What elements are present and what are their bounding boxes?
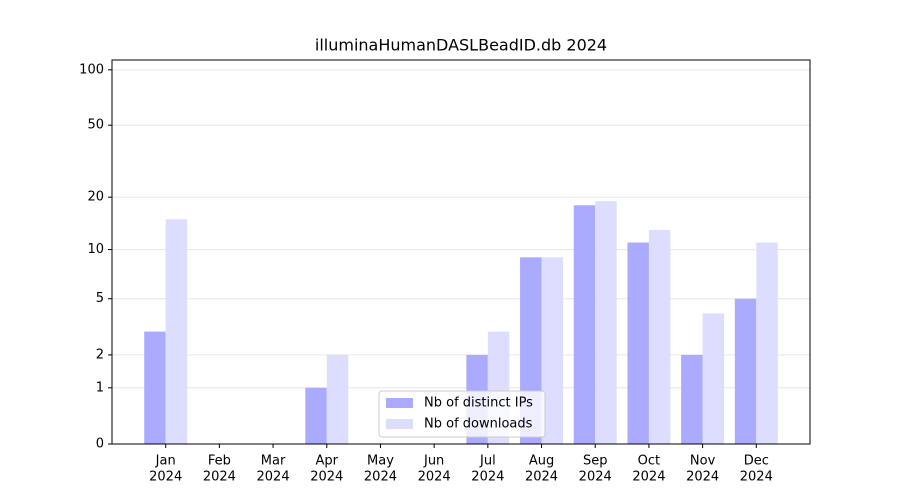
x-tick-label: Nov — [690, 454, 716, 469]
x-tick-label: May — [367, 454, 394, 469]
legend-box — [378, 390, 546, 438]
x-tick-label: Sep — [583, 454, 608, 469]
x-tick-label: 2024 — [740, 470, 773, 485]
x-tick-label: Aug — [529, 454, 554, 469]
x-tick-label: 2024 — [471, 470, 504, 485]
x-tick-label: Jun — [423, 454, 444, 469]
y-tick-label: 1 — [96, 380, 104, 395]
x-tick-label: Apr — [316, 454, 339, 469]
bar — [627, 242, 649, 444]
x-tick-label: 2024 — [579, 470, 612, 485]
bar — [165, 219, 188, 444]
x-tick-label: 2024 — [686, 470, 719, 485]
bar — [648, 230, 671, 444]
x-tick-label: 2024 — [203, 470, 236, 485]
legend-label: Nb of downloads — [424, 417, 533, 432]
legend-swatch — [386, 419, 413, 429]
bar — [326, 354, 349, 444]
bar — [144, 331, 166, 444]
bar — [573, 205, 596, 444]
legend: Nb of distinct IPs Nb of downloads — [378, 390, 546, 438]
bar — [681, 354, 703, 444]
x-tick-label: Dec — [744, 454, 769, 469]
bar — [305, 387, 327, 444]
y-tick-label: 2 — [96, 347, 104, 362]
plot-frame — [111, 59, 811, 445]
bar — [756, 242, 778, 444]
bar — [702, 313, 725, 444]
x-tick-label: 2024 — [418, 470, 451, 485]
chart-title: illuminaHumanDASLBeadID.db 2024 — [315, 36, 607, 55]
x-tick-label: Feb — [208, 454, 231, 469]
bar — [595, 201, 617, 444]
bar — [734, 298, 757, 444]
y-tick-label: 50 — [87, 118, 104, 133]
x-tick-label: 2024 — [525, 470, 558, 485]
x-tick-label: Oct — [638, 454, 660, 469]
bar — [541, 257, 564, 444]
x-tick-label: 2024 — [149, 470, 182, 485]
legend-label: Nb of distinct IPs — [424, 396, 533, 411]
y-tick-label: 20 — [87, 190, 104, 205]
x-tick-label: Jul — [479, 454, 496, 469]
x-tick-label: Mar — [261, 454, 286, 469]
y-tick-label: 0 — [96, 437, 104, 452]
legend-swatch — [386, 398, 413, 408]
y-tick-label: 100 — [79, 62, 104, 77]
x-tick-label: Jan — [155, 454, 176, 469]
x-tick-label: 2024 — [364, 470, 397, 485]
y-tick-label: 5 — [96, 291, 104, 306]
x-tick-label: 2024 — [632, 470, 665, 485]
y-tick-label: 10 — [87, 242, 104, 257]
x-tick-label: 2024 — [257, 470, 290, 485]
x-tick-label: 2024 — [310, 470, 343, 485]
